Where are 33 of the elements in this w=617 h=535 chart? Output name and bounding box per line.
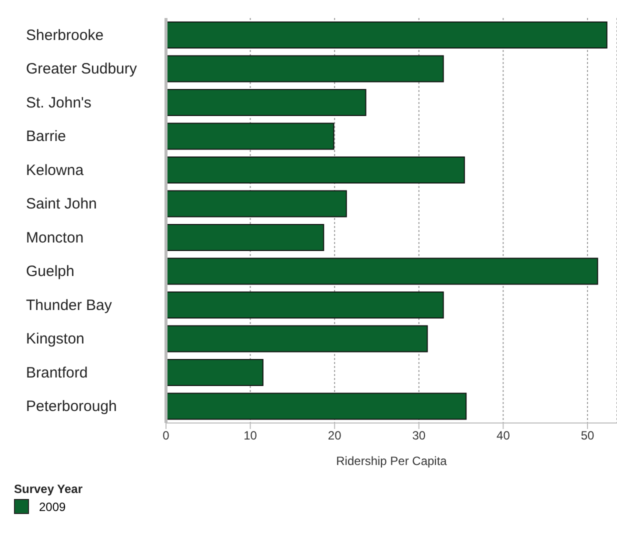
- y-tick-label: Kingston: [26, 330, 84, 348]
- bar: [166, 55, 444, 82]
- bar: [166, 89, 366, 116]
- bar: [166, 258, 598, 285]
- bar: [166, 122, 334, 150]
- bar: [166, 224, 324, 252]
- y-tick-label: Saint John: [26, 196, 97, 213]
- y-tick-label: Barrie: [26, 128, 66, 146]
- x-tick-label: 20: [328, 428, 342, 443]
- bar: [166, 392, 467, 420]
- bar: [166, 22, 608, 49]
- y-tick-label: Greater Sudbury: [26, 60, 138, 78]
- y-tick-label: Peterborough: [26, 398, 117, 416]
- x-tick-label: 0: [162, 428, 170, 443]
- y-tick-label: Kelowna: [26, 162, 84, 179]
- bar: [166, 325, 428, 352]
- y-tick-label: Thunder Bay: [26, 296, 112, 314]
- x-tick-label: 50: [580, 428, 594, 443]
- bar: [166, 359, 264, 386]
- y-tick-label: Moncton: [26, 229, 84, 246]
- bar: [166, 190, 347, 218]
- legend-label: 2009: [39, 500, 66, 514]
- y-tick-label: Sherbrooke: [26, 26, 104, 44]
- y-tick-label: Guelph: [26, 263, 74, 280]
- x-tick-label: 10: [244, 428, 258, 443]
- bar: [166, 292, 444, 319]
- x-tick-label: 40: [496, 428, 510, 443]
- x-tick-label: 30: [412, 428, 426, 443]
- y-tick-label: St. John's: [26, 94, 92, 112]
- bar: [166, 156, 465, 184]
- legend-title: Survey Year: [14, 482, 84, 496]
- x-axis-title: Ridership Per Capita: [336, 454, 448, 468]
- y-tick-label: Brantford: [26, 364, 88, 382]
